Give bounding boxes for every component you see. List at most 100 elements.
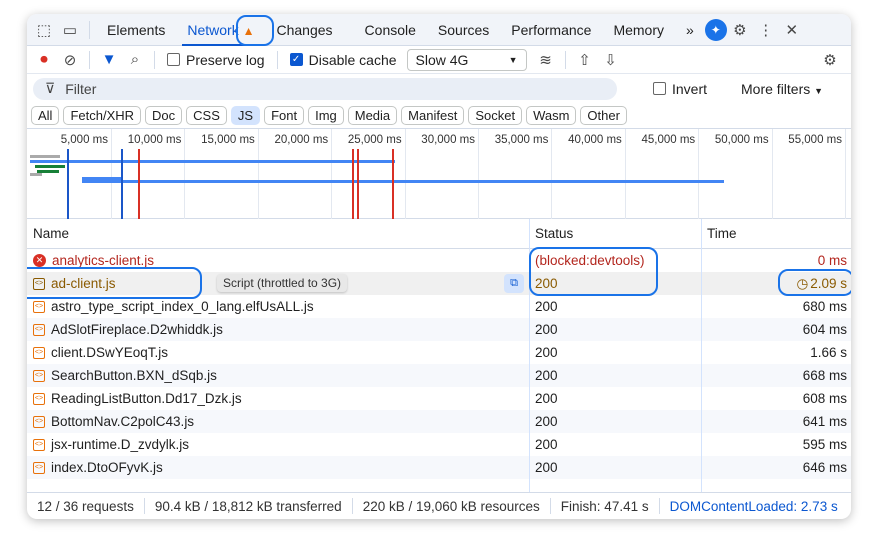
invert-checkbox[interactable]: Invert <box>653 81 707 97</box>
table-row[interactable]: ✕ analytics-client.js (blocked:devtools) 0 … <box>27 249 851 272</box>
network-conditions-icon[interactable]: ≋ <box>539 51 552 69</box>
cell-status: (blocked:devtools) <box>535 253 645 268</box>
tab-elements[interactable]: Elements <box>107 21 166 38</box>
timeline-tick-label: 55,000 ms <box>788 134 842 146</box>
request-name: SearchButton.BXN_dSqb.js <box>51 368 217 383</box>
import-har-icon[interactable]: ⇧ <box>578 51 591 69</box>
divider <box>154 50 155 69</box>
script-file-icon: <> <box>33 438 45 451</box>
transferred-size: 90.4 kB / 18,812 kB transferred <box>154 498 342 514</box>
tab-memory[interactable]: Memory <box>613 21 664 38</box>
tab-console[interactable]: Console <box>364 21 416 38</box>
cell-status: 200 <box>535 391 558 406</box>
more-tabs-button[interactable]: » <box>686 21 694 38</box>
time-value: 646 ms <box>802 460 847 475</box>
more-options-icon[interactable]: ⋮ <box>758 21 774 39</box>
gear-icon[interactable]: ⚙ <box>733 21 747 39</box>
network-settings-gear-icon[interactable]: ⚙ <box>823 51 837 69</box>
inspect-element-icon[interactable]: ⬚ <box>36 21 52 39</box>
type-filter-css[interactable]: CSS <box>186 106 227 125</box>
type-filter-fetch-xhr[interactable]: Fetch/XHR <box>63 106 142 125</box>
timeline-gridline <box>845 129 846 219</box>
export-har-icon[interactable]: ⇩ <box>604 51 617 69</box>
time-value: 604 ms <box>802 322 847 337</box>
request-name: ad-client.js <box>51 276 116 291</box>
header-status[interactable]: Status <box>535 226 574 241</box>
type-filter-manifest[interactable]: Manifest <box>401 106 465 125</box>
tab-sources[interactable]: Sources <box>437 21 490 38</box>
ai-assistance-icon[interactable]: ⧉ <box>504 274 524 293</box>
type-filter-doc[interactable]: Doc <box>145 106 183 125</box>
checkbox-box[interactable] <box>653 82 666 95</box>
type-filter-all[interactable]: All <box>31 106 60 125</box>
cell-name: <> SearchButton.BXN_dSqb.js <box>27 364 217 387</box>
ai-assistance-icon[interactable]: ✦ <box>704 18 727 41</box>
time-value: 0 ms <box>817 253 847 268</box>
cell-name: <> AdSlotFireplace.D2whiddk.js <box>27 318 223 341</box>
type-filter-media[interactable]: Media <box>347 106 398 125</box>
checkbox-box[interactable] <box>167 53 180 66</box>
header-time[interactable]: Time <box>707 226 737 241</box>
table-row[interactable]: <> ReadingListButton.Dd17_Dzk.js 200 608 ms <box>27 387 851 410</box>
cell-time: 641 ms <box>797 410 847 433</box>
divider <box>351 498 353 514</box>
checkbox-box[interactable]: ✓ <box>289 53 303 66</box>
timeline-tick-label: 5,000 ms <box>60 134 108 146</box>
tab-network[interactable]: Network ▲ <box>176 14 265 46</box>
requests-count: 12 / 36 requests <box>37 498 134 514</box>
throttle-value: Slow 4G <box>415 51 469 68</box>
stop-recording-icon[interactable]: ⏺ <box>40 51 48 68</box>
throttle-select[interactable]: Slow 4G ▼ <box>406 48 527 71</box>
timeline-gridline <box>551 129 553 219</box>
cell-name: <> ReadingListButton.Dd17_Dzk.js <box>27 387 242 410</box>
request-name: index.DtoOFyvK.js <box>51 460 163 475</box>
type-filter-img[interactable]: Img <box>308 106 344 125</box>
type-filter-js[interactable]: JS <box>230 106 261 125</box>
tab-performance[interactable]: Performance <box>511 21 592 38</box>
request-name: AdSlotFireplace.D2whiddk.js <box>51 322 223 337</box>
table-row[interactable]: <> index.DtoOFyvK.js 200 646 ms <box>27 456 851 479</box>
preserve-log-checkbox[interactable]: Preserve log <box>167 52 265 68</box>
clear-icon[interactable]: ⊘ <box>63 51 77 69</box>
resource-type-filters: All Fetch/XHR Doc CSS JS Font Img Media Manifest… <box>27 103 851 129</box>
highlight-ad-client <box>27 267 202 299</box>
type-filter-font[interactable]: Font <box>264 106 305 125</box>
more-filters-label: More filters <box>741 80 811 97</box>
header-name[interactable]: Name <box>33 226 70 241</box>
tab-changes[interactable]: Changes <box>276 21 333 38</box>
close-icon[interactable]: ✕ <box>785 21 799 39</box>
table-row[interactable]: <> client.DSwYEoqT.js 200 1.66 s <box>27 341 851 364</box>
table-row[interactable]: <> BottomNav.C2polC43.js 200 641 ms <box>27 410 851 433</box>
cell-time: 608 ms <box>797 387 847 410</box>
table-row[interactable]: <> astro_type_script_index_0_lang.elfUsAL… <box>27 295 851 318</box>
script-file-icon: <> <box>33 300 45 313</box>
filter-icon[interactable]: ▼ <box>101 51 117 68</box>
table-row[interactable]: <> jsx-runtime.D_zvdylk.js 200 595 ms <box>27 433 851 456</box>
timeline-tick-label: 15,000 ms <box>201 134 255 146</box>
timeline-event-marker <box>357 149 359 219</box>
cell-name: <> astro_type_script_index_0_lang.elfUsAL… <box>27 295 314 318</box>
table-row[interactable]: <> AdSlotFireplace.D2whiddk.js 200 604 ms <box>27 318 851 341</box>
type-filter-other[interactable]: Other <box>580 106 627 125</box>
timeline-request-bar <box>30 155 60 158</box>
timeline-overview[interactable]: 5,000 ms 10,000 ms 15,000 ms 20,000 ms 25,00… <box>27 129 851 219</box>
chevron-down-icon: ▼ <box>508 54 518 65</box>
time-value: 2.09 s <box>810 276 847 291</box>
timeline-tick-label: 25,000 ms <box>347 134 402 146</box>
cell-time: 680 ms <box>797 295 847 318</box>
column-divider <box>529 219 530 492</box>
time-value: 595 ms <box>802 437 847 452</box>
more-filters-button[interactable]: More filters ▼ <box>741 81 823 97</box>
type-filter-socket[interactable]: Socket <box>468 106 523 125</box>
search-icon[interactable]: ⌕ <box>130 51 140 68</box>
timeline-tick-label: 35,000 ms <box>494 134 549 146</box>
highlight-time <box>778 269 851 296</box>
table-row[interactable]: <> SearchButton.BXN_dSqb.js 200 668 ms <box>27 364 851 387</box>
timeline-tick-label: 10,000 ms <box>127 134 182 146</box>
timeline-gridline <box>404 129 406 219</box>
timeline-event-marker <box>352 149 354 219</box>
filter-input[interactable]: ⊽ Filter <box>33 77 617 100</box>
disable-cache-checkbox[interactable]: ✓ Disable cache <box>289 52 397 68</box>
type-filter-wasm[interactable]: Wasm <box>526 106 577 125</box>
device-toolbar-icon[interactable]: ▭ <box>62 21 78 39</box>
